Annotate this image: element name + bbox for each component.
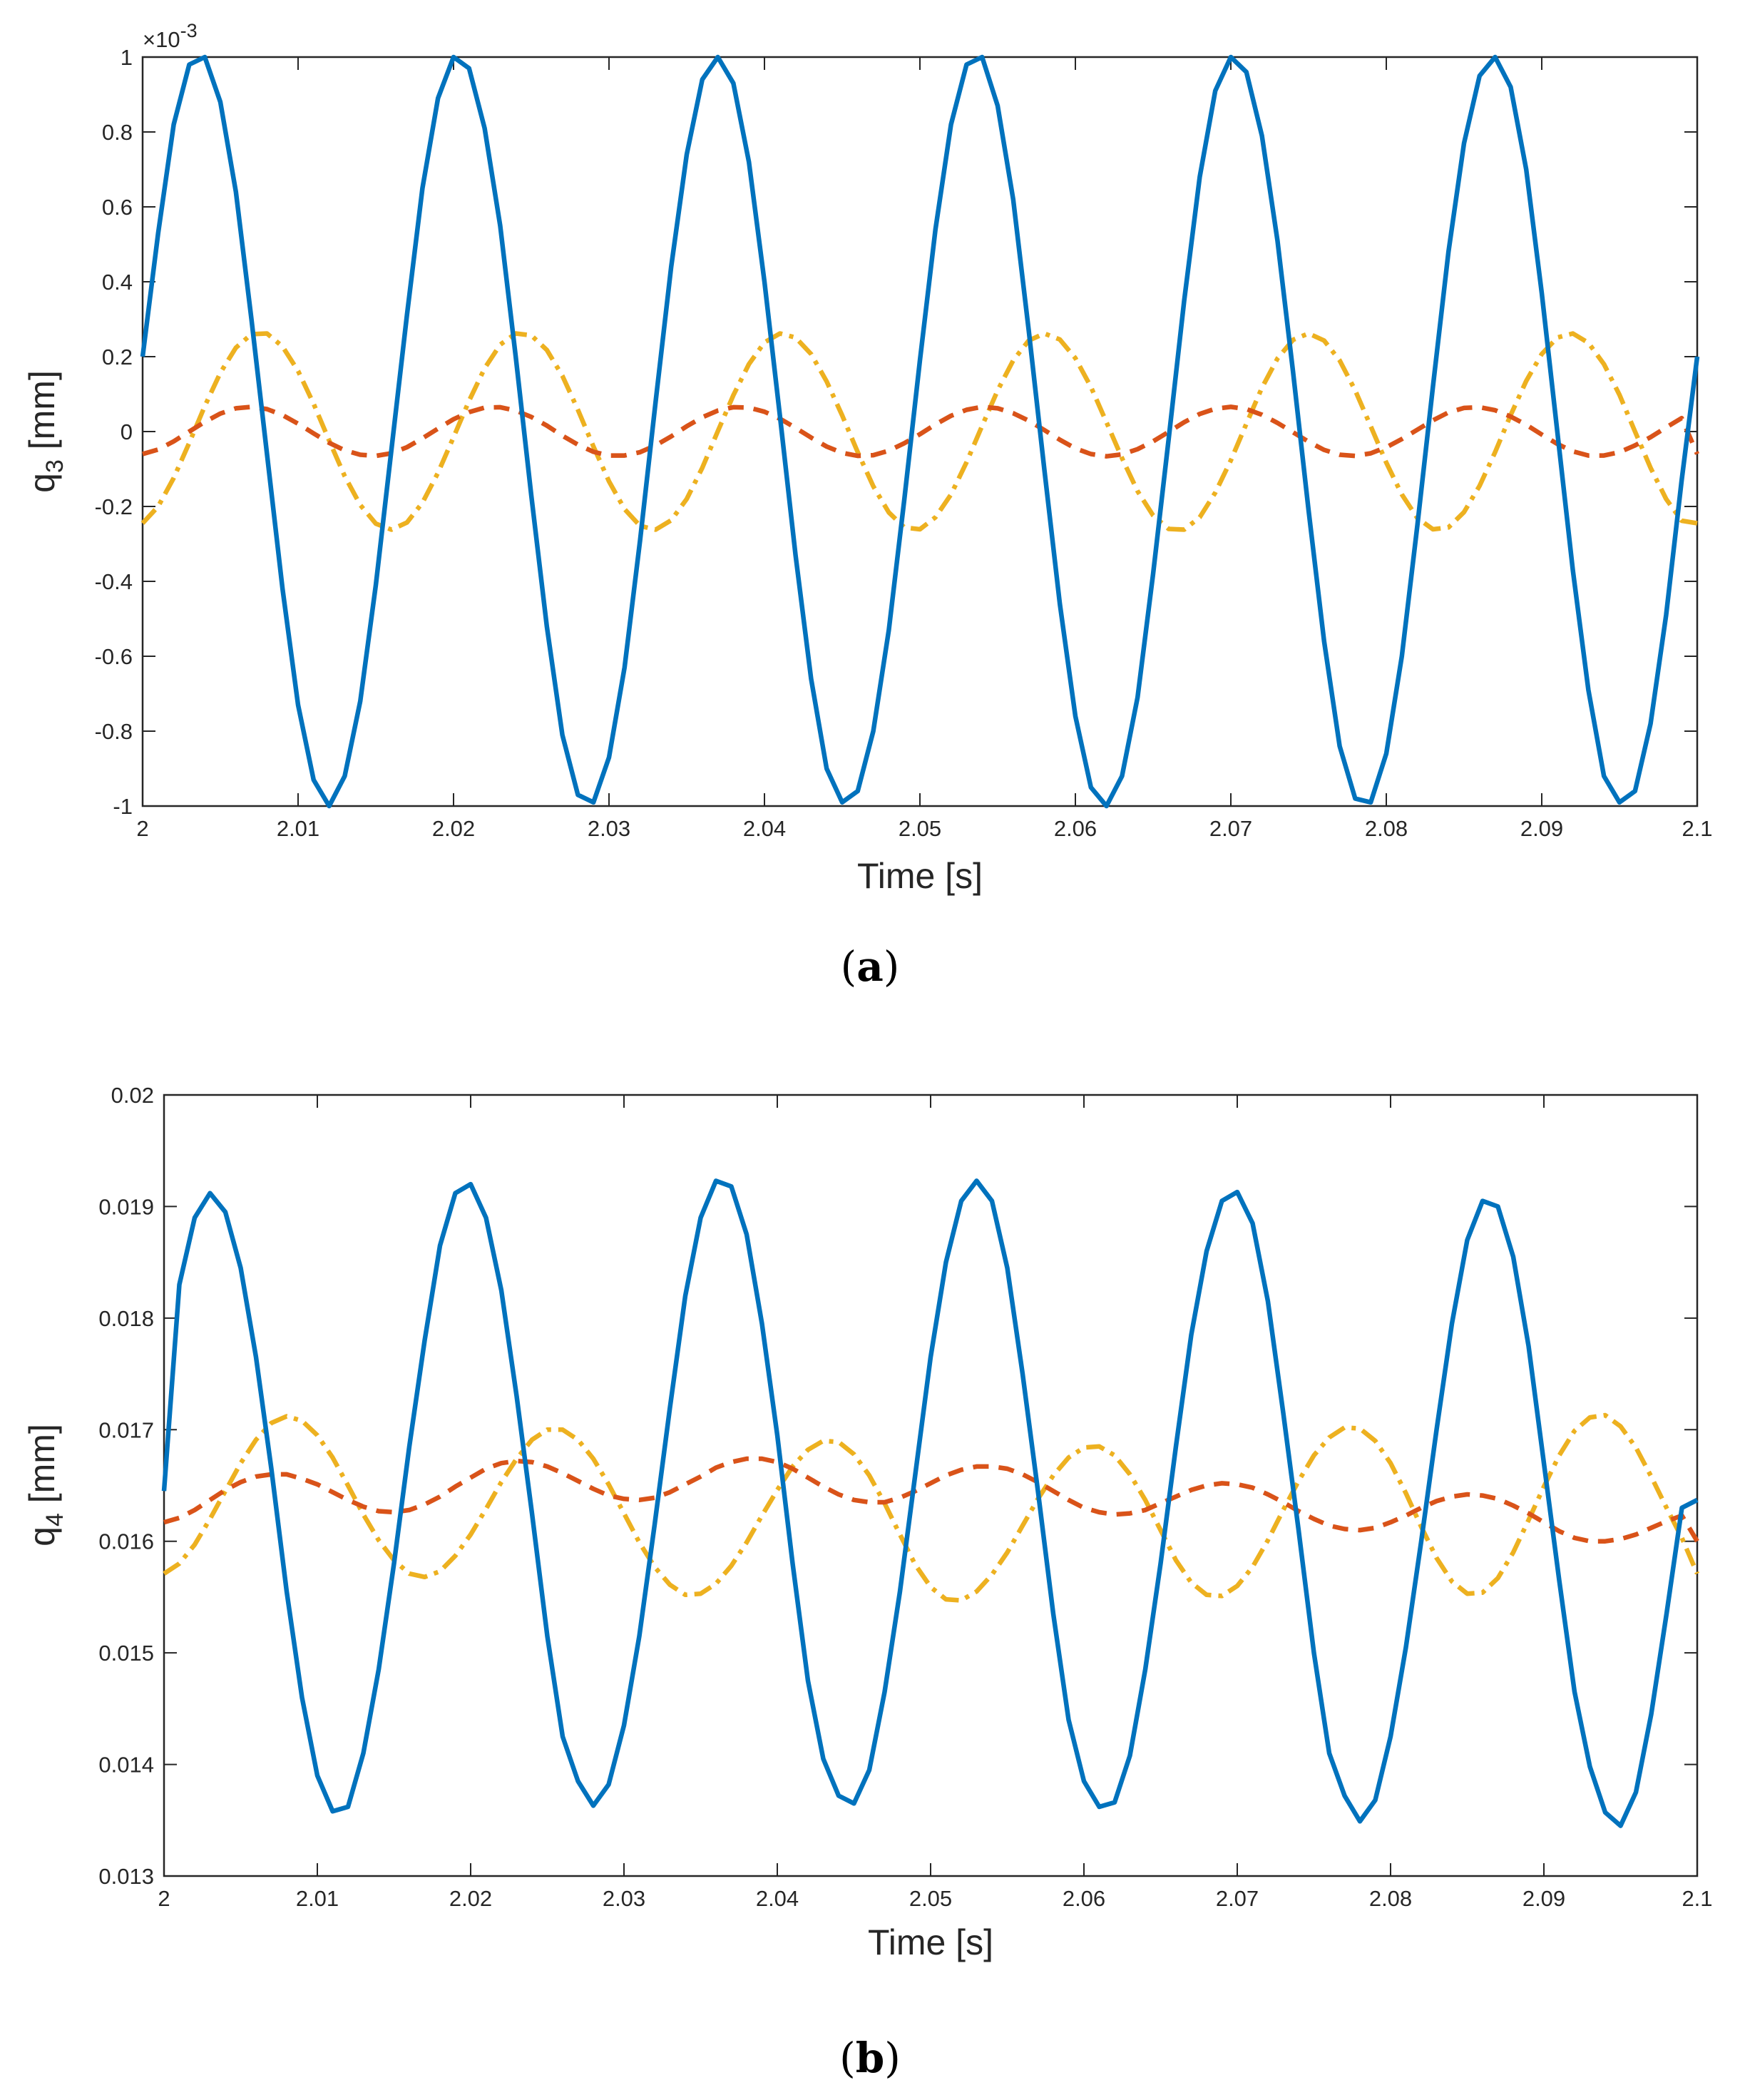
panel-label: (b) bbox=[839, 2034, 901, 2082]
x-tick-label: 2.1 bbox=[1682, 1886, 1712, 1911]
x-tick-label: 2.03 bbox=[603, 1886, 645, 1911]
x-tick-label: 2 bbox=[158, 1886, 170, 1911]
x-tick-label: 2.09 bbox=[1520, 816, 1563, 841]
panel-label: (a) bbox=[841, 942, 900, 991]
y-tick-label: 0.019 bbox=[98, 1194, 154, 1219]
y-tick-label: 1 bbox=[121, 45, 133, 70]
y-axis-label: q4 [mm] bbox=[22, 1424, 68, 1546]
y-tick-label: 0.018 bbox=[98, 1306, 154, 1331]
x-tick-labels: 2 2.01 2.02 2.03 2.04 2.05 2.06 2.07 2.08 2.09 2.1 bbox=[136, 816, 1712, 841]
y-exponent-label: ×10-3 bbox=[143, 20, 198, 52]
x-tick-label: 2.04 bbox=[743, 816, 786, 841]
y-tick-label: 0.013 bbox=[98, 1864, 154, 1889]
y-tick-label: -1 bbox=[113, 794, 133, 819]
x-tick-label: 2 bbox=[136, 816, 148, 841]
series-2-line bbox=[142, 404, 1699, 459]
y-tick-label: 0.014 bbox=[98, 1753, 154, 1778]
x-tick-label: 2.02 bbox=[449, 1886, 492, 1911]
series-3-line bbox=[163, 1412, 1699, 1603]
y-tick-label: 0.02 bbox=[111, 1083, 154, 1108]
x-axis-label: Time [s] bbox=[868, 1922, 993, 1962]
x-tick-label: 2.01 bbox=[277, 816, 319, 841]
series-1-line bbox=[140, 54, 1700, 809]
chart-panel-b: 2 2.01 2.02 2.03 2.04 2.05 2.06 2.07 2.08 2.09 2.1… bbox=[22, 1083, 1713, 2082]
y-tick-label: 0.015 bbox=[98, 1641, 154, 1666]
y-tick-label: 0.017 bbox=[98, 1417, 154, 1442]
y-tick-label: 0.8 bbox=[102, 120, 133, 145]
x-tick-label: 2.07 bbox=[1209, 816, 1252, 841]
y-tick-label: 0.4 bbox=[102, 270, 133, 295]
y-tick-labels: -1 -0.8 -0.6 -0.4 -0.2 0 0.2 0.4 0.6 0.8 1 bbox=[95, 45, 133, 819]
x-tick-label: 2.02 bbox=[432, 816, 475, 841]
chart-panel-a: 2 2.01 2.02 2.03 2.04 2.05 2.06 2.07 2.08 2.09 2.1… bbox=[22, 20, 1713, 991]
x-tick-label: 2.09 bbox=[1522, 1886, 1565, 1911]
y-tick-label: -0.2 bbox=[95, 494, 133, 519]
tick-marks bbox=[142, 56, 1698, 807]
series-2-line bbox=[163, 1456, 1699, 1544]
x-tick-label: 2.08 bbox=[1365, 816, 1408, 841]
y-tick-label: 0 bbox=[121, 419, 133, 444]
x-axis-label: Time [s] bbox=[857, 856, 983, 896]
tick-marks bbox=[163, 1094, 1698, 1877]
x-tick-labels: 2 2.01 2.02 2.03 2.04 2.05 2.06 2.07 2.08 2.09 2.1 bbox=[158, 1886, 1712, 1911]
x-tick-label: 2.08 bbox=[1369, 1886, 1412, 1911]
y-tick-label: 0.2 bbox=[102, 345, 133, 369]
y-tick-labels: 0.013 0.014 0.015 0.016 0.017 0.018 0.019 0.02 bbox=[98, 1083, 154, 1889]
series-1-line bbox=[161, 1178, 1699, 1828]
x-tick-label: 2.07 bbox=[1216, 1886, 1259, 1911]
series-lines bbox=[161, 1178, 1699, 1828]
x-tick-label: 2.1 bbox=[1682, 816, 1712, 841]
y-tick-label: -0.4 bbox=[95, 569, 133, 594]
series-lines bbox=[140, 54, 1700, 809]
x-tick-label: 2.03 bbox=[588, 816, 630, 841]
x-tick-label: 2.05 bbox=[909, 1886, 952, 1911]
y-axis-label: q3 [mm] bbox=[22, 370, 68, 493]
x-tick-label: 2.06 bbox=[1054, 816, 1097, 841]
y-tick-label: -0.6 bbox=[95, 644, 133, 669]
x-tick-label: 2.04 bbox=[756, 1886, 799, 1911]
y-tick-label: 0.016 bbox=[98, 1529, 154, 1554]
x-tick-label: 2.06 bbox=[1063, 1886, 1105, 1911]
y-tick-label: 0.6 bbox=[102, 195, 133, 220]
y-tick-label: -0.8 bbox=[95, 719, 133, 744]
x-tick-label: 2.01 bbox=[296, 1886, 339, 1911]
x-tick-label: 2.05 bbox=[899, 816, 941, 841]
series-3-line bbox=[140, 331, 1698, 532]
